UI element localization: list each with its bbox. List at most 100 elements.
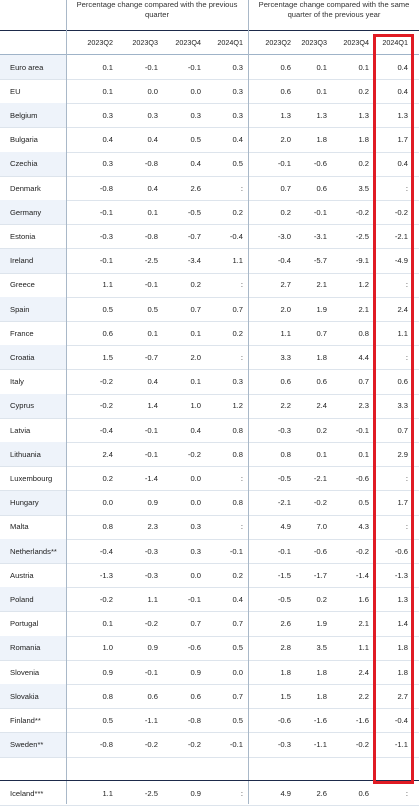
cell-value: 0.6 <box>316 183 327 193</box>
cell-value: 1.8 <box>358 135 369 145</box>
cell-value: 2.2 <box>280 401 291 411</box>
country-name: Lithuania <box>0 442 66 467</box>
cell-value: -0.1 <box>187 594 201 604</box>
country-name: France <box>10 328 34 338</box>
cell-value: -0.8 <box>99 183 113 193</box>
cell-value: 0.4 <box>147 183 158 193</box>
cell-value: -1.4 <box>355 570 369 580</box>
table-row: Cyprus -0.2 1.4 1.0 1.2 2.2 2.4 2.3 3.3 <box>0 393 419 418</box>
cell-value: -0.3 <box>144 546 158 556</box>
column-header: 2023Q2 <box>87 38 113 47</box>
cell-value: -4.9 <box>394 256 408 266</box>
cell-value: -0.2 <box>99 594 113 604</box>
cell-value: -0.6 <box>187 643 201 653</box>
table-row: Lithuania 2.4 -0.1 -0.2 0.8 0.8 0.1 0.1 2.9 <box>0 442 419 467</box>
cell-value: -1.1 <box>313 740 327 750</box>
cell-value: : <box>405 280 408 290</box>
cell-value: 4.3 <box>358 522 369 532</box>
row-divider <box>0 417 419 419</box>
table-row: Slovakia 0.8 0.6 0.6 0.7 1.5 1.8 2.2 2.7 <box>0 684 419 709</box>
table-row: Euro area 0.1 -0.1 -0.1 0.3 0.6 0.1 0.1 0.4 <box>0 55 419 79</box>
cell-value: 0.6 <box>102 328 113 338</box>
cell-value: 0.3 <box>102 110 113 120</box>
cell-value: 2.7 <box>280 280 291 290</box>
table-row: Poland -0.2 1.1 -0.1 0.4 -0.5 0.2 1.6 1.3 <box>0 587 419 612</box>
cell-value: 0.3 <box>232 110 243 120</box>
cell-value: -0.5 <box>187 207 201 217</box>
cell-value: -0.2 <box>355 207 369 217</box>
cell-value: 0.4 <box>190 159 201 169</box>
cell-value: 0.0 <box>102 498 113 508</box>
cell-value: 1.3 <box>316 110 327 120</box>
country-name: Ireland <box>0 248 66 273</box>
cell-value: -0.2 <box>144 740 158 750</box>
cell-value: 0.7 <box>232 619 243 629</box>
cell-value: 1.8 <box>316 691 327 701</box>
cell-value: 1.3 <box>397 594 408 604</box>
cell-value: -0.1 <box>229 740 243 750</box>
cell-value: 0.3 <box>102 159 113 169</box>
cell-value: -2.5 <box>144 788 158 798</box>
row-divider <box>0 175 419 177</box>
country-name: Romania <box>0 635 66 660</box>
country-name: Belgium <box>0 103 66 128</box>
country-name: Slovenia <box>10 667 40 677</box>
cell-value: 0.0 <box>190 570 201 580</box>
cell-value: 0.3 <box>190 522 201 532</box>
country-name: Spain <box>0 297 66 321</box>
country-name: Czechia <box>0 151 66 176</box>
cell-value: 0.8 <box>232 449 243 459</box>
cell-value: 2.6 <box>190 183 201 193</box>
cell-value: 0.9 <box>147 498 158 508</box>
cell-value: 1.4 <box>147 401 158 411</box>
cell-value: -3.4 <box>187 256 201 266</box>
cell-value: 0.4 <box>232 594 243 604</box>
cell-value: 0.4 <box>232 135 243 145</box>
row-divider <box>0 635 419 637</box>
table-row: Germany -0.1 0.1 -0.5 0.2 0.2 -0.1 -0.2 -0.2 <box>0 200 419 225</box>
column-header: 2024Q1 <box>382 38 408 47</box>
cell-value: 0.3 <box>147 110 158 120</box>
cell-value: -0.6 <box>313 159 327 169</box>
row-divider <box>0 393 419 395</box>
cell-value: -0.3 <box>277 425 291 435</box>
column-header: 2023Q4 <box>343 38 369 47</box>
cell-value: 1.4 <box>397 619 408 629</box>
cell-value: -2.5 <box>144 256 158 266</box>
cell-value: 0.5 <box>102 304 113 314</box>
row-divider <box>0 756 419 758</box>
table-row: Slovenia 0.9 -0.1 0.9 0.0 1.8 1.8 2.4 1.8 <box>0 660 419 684</box>
cell-value: -0.4 <box>99 425 113 435</box>
cell-value: 1.0 <box>190 401 201 411</box>
cell-value: 0.2 <box>102 473 113 483</box>
cell-value: 7.0 <box>316 522 327 532</box>
cell-value: 0.2 <box>280 207 291 217</box>
cell-value: : <box>240 788 243 798</box>
cell-value: 1.9 <box>316 619 327 629</box>
cell-value: 0.4 <box>102 135 113 145</box>
cell-value: 2.7 <box>397 691 408 701</box>
cell-value: 0.1 <box>147 328 158 338</box>
cell-value: -0.8 <box>144 231 158 241</box>
row-divider <box>0 127 419 129</box>
country-name: Latvia <box>10 425 31 435</box>
cell-value: -0.1 <box>313 207 327 217</box>
cell-value: -0.2 <box>355 740 369 750</box>
table-row: Sweden** -0.8 -0.2 -0.2 -0.1 -0.3 -1.1 -0.2 -1.1 <box>0 732 419 757</box>
cell-value: -0.1 <box>277 546 291 556</box>
cell-value: : <box>405 352 408 362</box>
cell-value: 0.3 <box>232 86 243 96</box>
cell-value: 1.6 <box>358 594 369 604</box>
cell-value: 1.3 <box>280 110 291 120</box>
row-divider <box>0 321 419 322</box>
cell-value: -2.5 <box>355 231 369 241</box>
column-header: 2023Q2 <box>265 38 291 47</box>
cell-value: -2.1 <box>277 498 291 508</box>
cell-value: -5.7 <box>313 256 327 266</box>
cell-value: 0.6 <box>316 377 327 387</box>
cell-value: 2.4 <box>358 667 369 677</box>
cell-value: 0.1 <box>102 619 113 629</box>
cell-value: : <box>405 522 408 532</box>
cell-value: 1.1 <box>147 594 158 604</box>
